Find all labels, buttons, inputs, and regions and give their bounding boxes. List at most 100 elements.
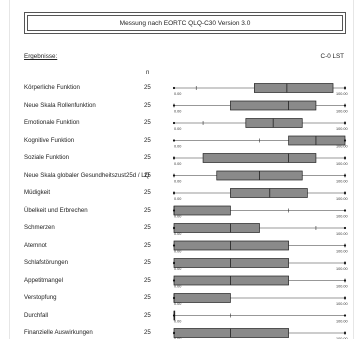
row-label: Müdigkeit	[24, 189, 51, 196]
row-label: Appetitmangel	[24, 276, 63, 284]
box	[230, 188, 308, 198]
tick-label-max: 100.00	[336, 197, 348, 201]
max-marker	[343, 226, 347, 230]
row-label: Körperliche Funktion	[24, 84, 80, 91]
tick-label-min: 0.00	[174, 162, 181, 166]
tick-label-min: 0.00	[174, 232, 181, 236]
row-n-value: 25	[144, 154, 151, 161]
row-n-value: 25	[144, 171, 151, 179]
tick-label-min: 0.00	[174, 285, 181, 289]
report-title: Messung nach EORTC QLQ-C30 Version 3.0	[24, 12, 346, 34]
row-n-value: 25	[144, 276, 151, 284]
row-n-value: 25	[144, 101, 151, 109]
min-marker	[172, 104, 176, 107]
row-n-value: 25	[144, 136, 151, 144]
row-label: Durchfall	[24, 311, 49, 319]
tick-label-min: 0.00	[174, 145, 181, 149]
box	[173, 293, 231, 303]
box	[173, 240, 289, 251]
results-heading: Ergebnisse:	[24, 53, 58, 60]
min-marker	[172, 209, 176, 212]
max-marker	[343, 104, 347, 107]
max-marker	[343, 244, 347, 247]
patient-id: C-0 LST	[320, 53, 344, 60]
min-marker	[172, 279, 176, 282]
row-n-value: 25	[144, 84, 151, 91]
row-n-value: 25	[144, 294, 151, 301]
max-marker	[343, 156, 347, 160]
tick-label-max: 100.00	[336, 285, 348, 289]
box	[173, 223, 260, 233]
row-label: Kognitive Funktion	[24, 136, 75, 144]
box	[202, 153, 317, 163]
row-label: Schmerzen	[24, 224, 55, 231]
tick-label-min: 0.00	[174, 92, 181, 96]
row-label: Schlafstörungen	[24, 259, 69, 266]
row-label: Finanzielle Auswirkungen	[24, 329, 93, 336]
max-marker	[343, 331, 347, 335]
box	[245, 118, 303, 128]
max-marker	[343, 174, 347, 177]
box	[230, 100, 317, 111]
tick-label-min: 0.00	[174, 197, 181, 201]
row-label: Soziale Funktion	[24, 154, 70, 161]
row-label: Verstopfung	[24, 294, 57, 301]
row-label: Atemnot	[24, 241, 47, 249]
box	[254, 83, 334, 93]
min-marker	[172, 86, 176, 90]
max-marker	[343, 139, 347, 142]
row-n-value: 25	[144, 329, 151, 336]
min-marker	[172, 121, 176, 125]
row-n-value: 25	[144, 189, 151, 196]
tick-label-min: 0.00	[174, 267, 181, 271]
n-column-header: n	[146, 70, 150, 76]
row-label: Neue Skala Rollenfunktion	[24, 101, 96, 109]
tick-label-max: 100.00	[336, 110, 348, 114]
min-marker	[172, 244, 176, 247]
min-marker	[172, 296, 176, 300]
max-marker	[343, 314, 347, 317]
max-marker	[343, 191, 347, 195]
row-label: Übelkeit und Erbrechen	[24, 206, 88, 214]
min-marker	[172, 156, 176, 160]
tick-label-max: 100.00	[336, 215, 348, 219]
row-n-value: 25	[144, 241, 151, 249]
max-marker	[343, 86, 347, 90]
row-label: Neue Skala globaler Gesundheitszust25d /…	[24, 171, 150, 179]
tick-label-max: 100.00	[336, 232, 348, 236]
tick-label-max: 100.00	[336, 267, 348, 271]
tick-label-min: 0.00	[174, 110, 181, 114]
row-n-value: 25	[144, 224, 151, 231]
max-marker	[343, 209, 347, 212]
max-marker	[343, 296, 347, 300]
tick-label-max: 100.00	[336, 162, 348, 166]
tick-label-min: 0.00	[174, 250, 181, 254]
tick-label-max: 100.00	[336, 302, 348, 306]
tick-label-min: 0.00	[174, 127, 181, 131]
tick-label-min: 0.00	[174, 337, 181, 339]
max-marker	[343, 121, 347, 125]
row-label: Emotionale Funktion	[24, 119, 80, 126]
tick-label-max: 100.00	[336, 145, 348, 149]
tick-label-max: 100.00	[336, 127, 348, 131]
min-marker	[172, 331, 176, 335]
tick-label-min: 0.00	[174, 215, 181, 219]
row-n-value: 25	[144, 259, 151, 266]
tick-label-max: 100.00	[336, 250, 348, 254]
tick-label-max: 100.00	[336, 320, 348, 324]
min-marker	[172, 139, 176, 142]
min-marker	[172, 191, 176, 195]
min-marker	[172, 261, 176, 265]
tick-label-min: 0.00	[174, 180, 181, 184]
max-marker	[343, 279, 347, 282]
min-marker	[172, 174, 176, 177]
tick-label-min: 0.00	[174, 320, 181, 324]
box	[173, 258, 289, 268]
row-n-value: 25	[144, 311, 151, 319]
tick-label-min: 0.00	[174, 302, 181, 306]
row-n-value: 25	[144, 119, 151, 126]
tick-label-max: 100.00	[336, 92, 348, 96]
box	[173, 328, 289, 338]
max-marker	[343, 261, 347, 265]
